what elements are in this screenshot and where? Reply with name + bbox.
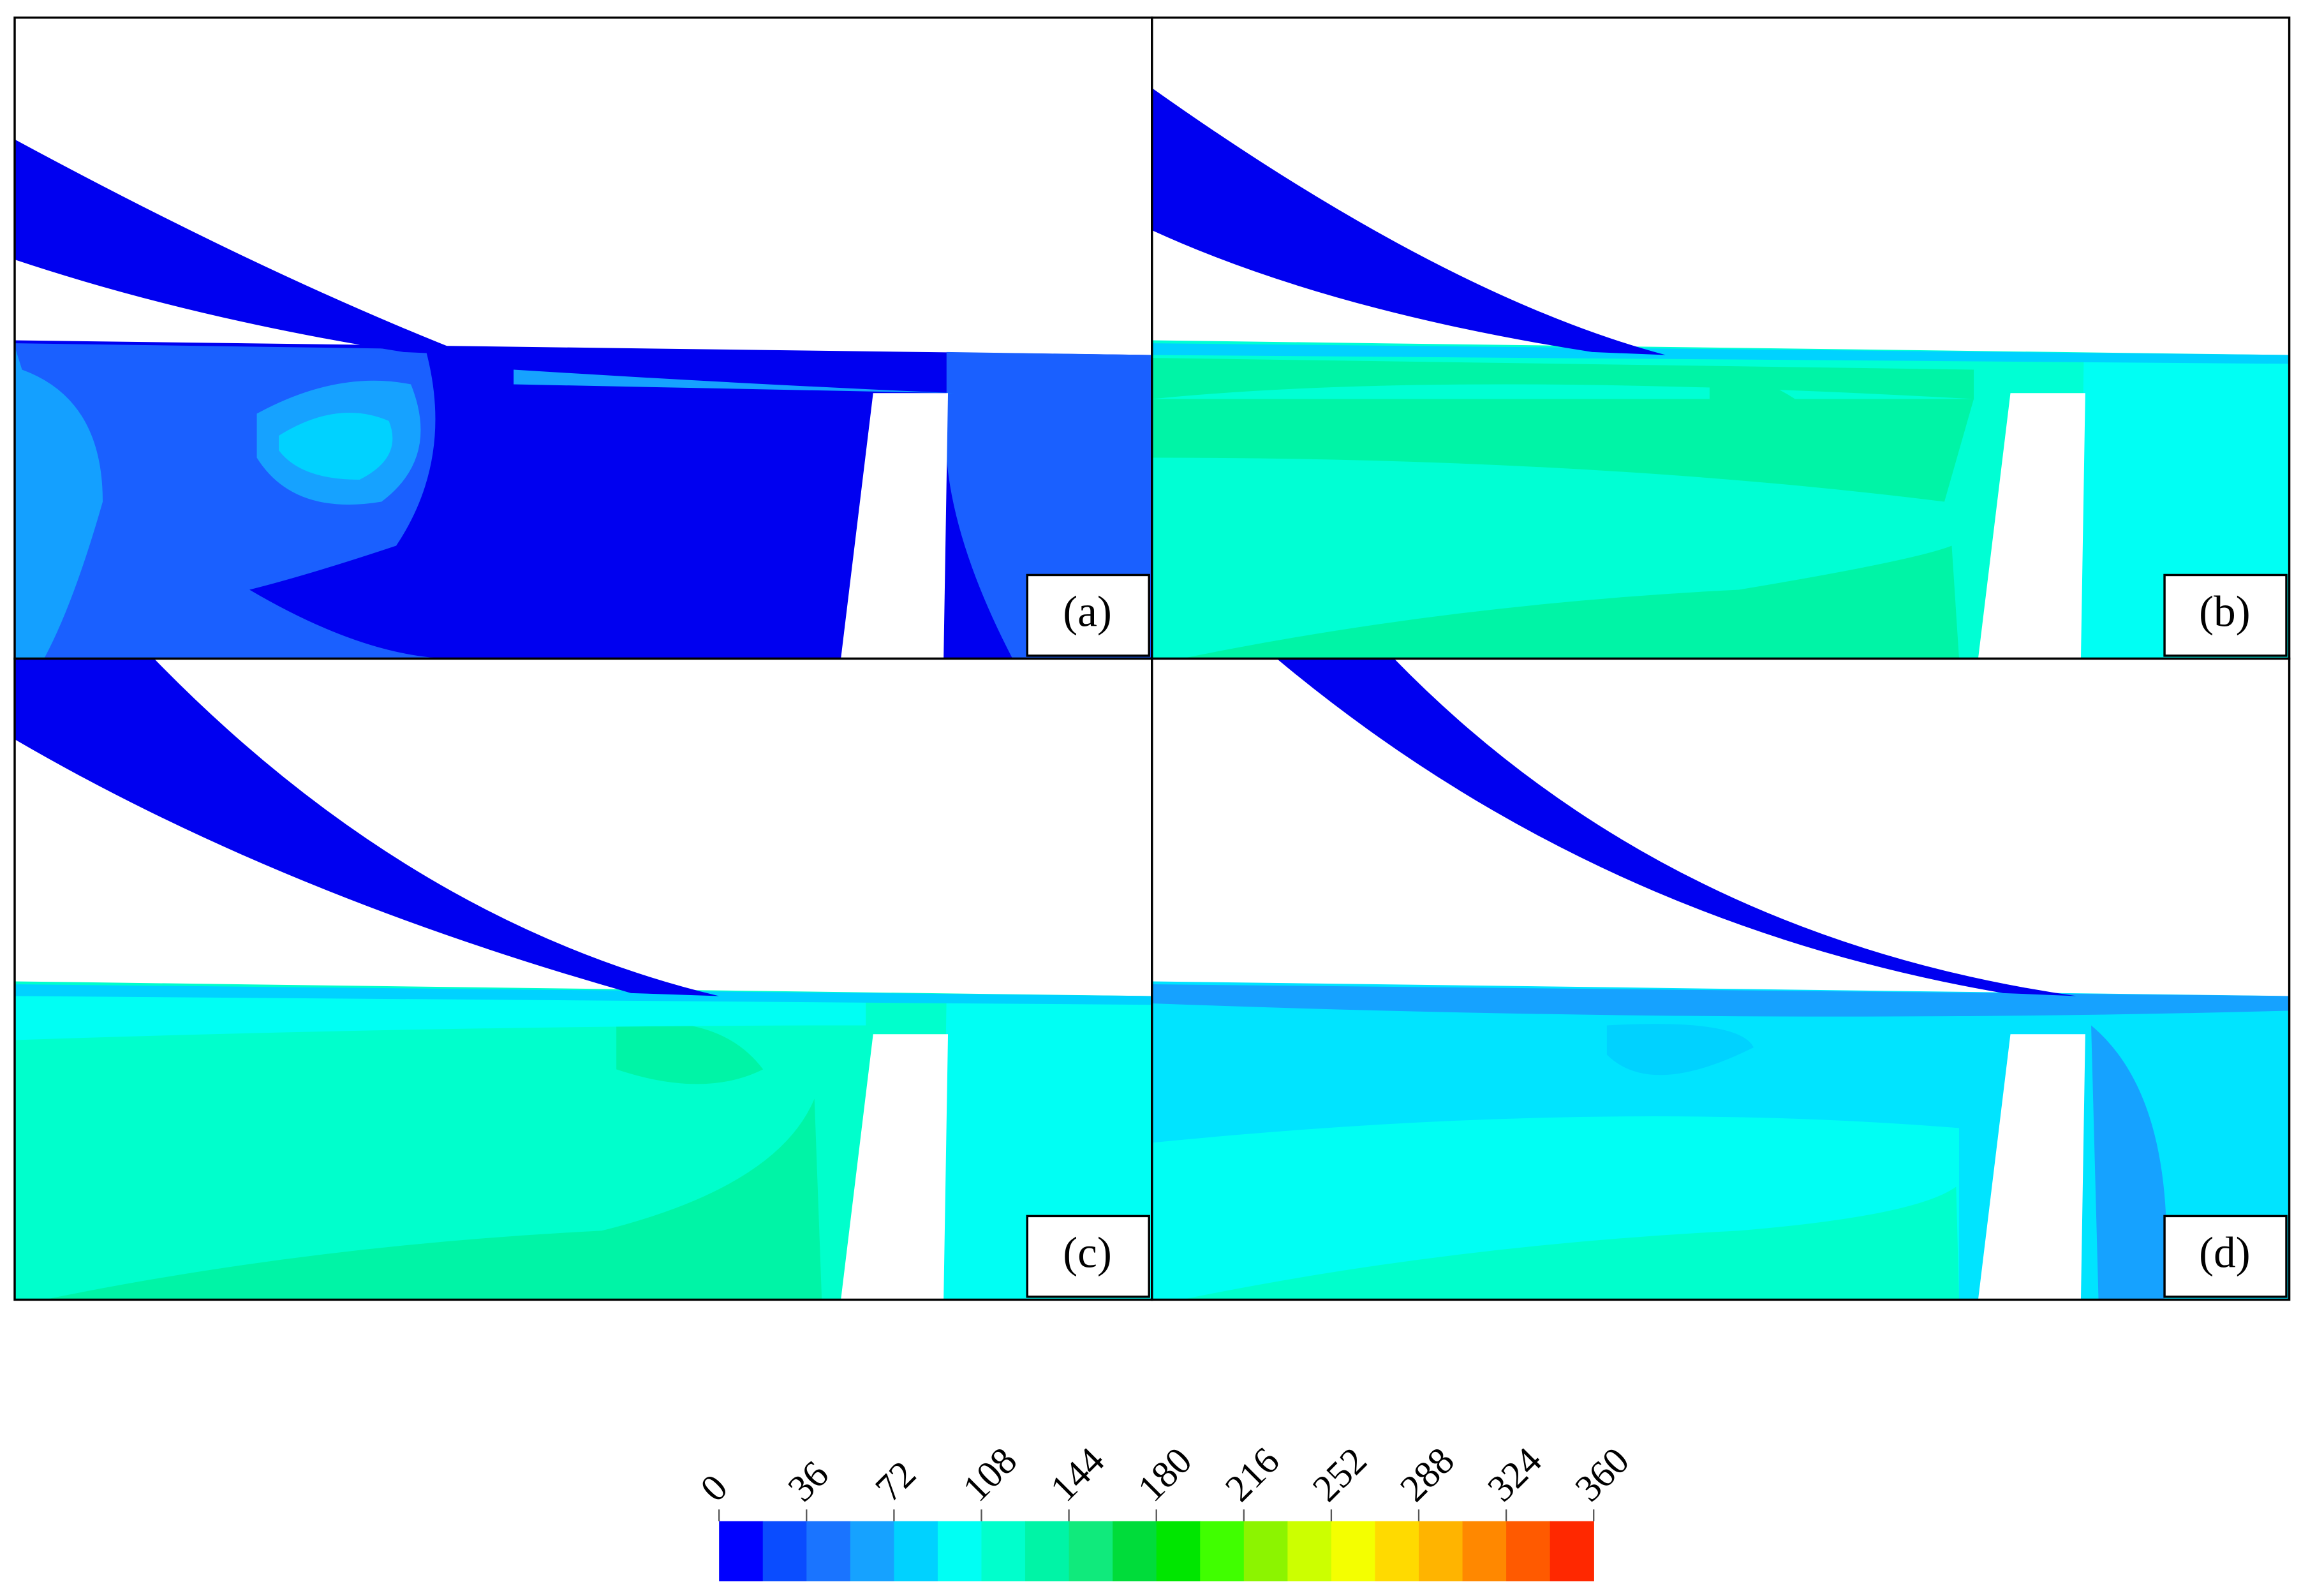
color-swatch (937, 1521, 982, 1582)
panel-field (1151, 17, 2290, 659)
label-box (2163, 573, 2288, 657)
panel-label: (b) (2199, 587, 2250, 636)
tick-label: 36 (780, 1452, 836, 1509)
blade (1978, 1034, 2085, 1300)
tick-label: 72 (867, 1452, 924, 1509)
color-swatch (719, 1521, 764, 1582)
label-box (2163, 1215, 2288, 1298)
contour-region (1151, 399, 1974, 502)
color-swatch (806, 1521, 851, 1582)
color-swatch (1243, 1521, 1289, 1582)
tick-label: 324 (1479, 1439, 1550, 1509)
panel-field (1151, 658, 2290, 1300)
blade-band (15, 658, 720, 996)
color-swatch (894, 1521, 938, 1582)
contour-region (15, 984, 1152, 1005)
tick-label: 0 (692, 1467, 736, 1510)
contour-region (1606, 1024, 1754, 1075)
panel-field (15, 17, 1152, 659)
tick-label: 108 (954, 1439, 1025, 1509)
color-swatch (1200, 1521, 1245, 1582)
panels: (a) (b) (c) (d) (13, 16, 2291, 1301)
contour-panel: (d) (1151, 657, 2291, 1301)
color-swatch (1069, 1521, 1113, 1582)
contour-region (1181, 545, 1960, 659)
tick-label: 144 (1042, 1439, 1113, 1509)
contour-region (2091, 1025, 2167, 1300)
color-swatch (1025, 1521, 1070, 1582)
contour-region (44, 1098, 822, 1300)
color-swatch (1550, 1521, 1594, 1582)
color-swatch (981, 1521, 1026, 1582)
contour-panel: (a) (13, 16, 1153, 660)
color-swatch (1375, 1521, 1419, 1582)
tick-label: 252 (1305, 1439, 1375, 1509)
blade-band (1276, 658, 2077, 996)
contour-region (1151, 358, 1974, 399)
color-swatch (1156, 1521, 1201, 1582)
label-box (1026, 573, 1150, 657)
contour-region (1151, 984, 2290, 1017)
colorbar: 0 36 72 108 144 180 216 252 288 324 360 (692, 1439, 1637, 1582)
contour-region (1151, 343, 2290, 364)
panel-label: (a) (1063, 587, 1112, 636)
color-swatch (1287, 1521, 1332, 1582)
contour-region (616, 1022, 764, 1084)
color-swatch (1419, 1521, 1463, 1582)
color-swatch (1506, 1521, 1551, 1582)
color-swatch (1113, 1521, 1157, 1582)
color-swatch (1331, 1521, 1376, 1582)
contour-panel: (c) (13, 657, 1153, 1301)
blade (841, 393, 949, 659)
blade (841, 1034, 949, 1300)
tick-label: 288 (1392, 1439, 1462, 1509)
blade-band (15, 139, 470, 355)
color-swatch (762, 1521, 807, 1582)
color-swatch (1462, 1521, 1507, 1582)
contour-region (15, 346, 103, 659)
contour-region (514, 369, 954, 394)
tick-label: 216 (1217, 1439, 1287, 1509)
panel-label: (d) (2199, 1229, 2250, 1277)
blade (1978, 393, 2085, 659)
tick-label: 180 (1130, 1439, 1200, 1509)
contour-region (1181, 1186, 1960, 1300)
color-swatch (850, 1521, 895, 1582)
panel-frame (1151, 657, 2291, 1301)
panel-label: (c) (1063, 1229, 1112, 1277)
contour-region (279, 413, 393, 480)
panel-field (15, 658, 1152, 1300)
label-box (1026, 1215, 1150, 1298)
blade-band (1151, 87, 1666, 355)
contour-panel: (b) (1151, 16, 2291, 660)
tick-label: 360 (1567, 1439, 1637, 1509)
